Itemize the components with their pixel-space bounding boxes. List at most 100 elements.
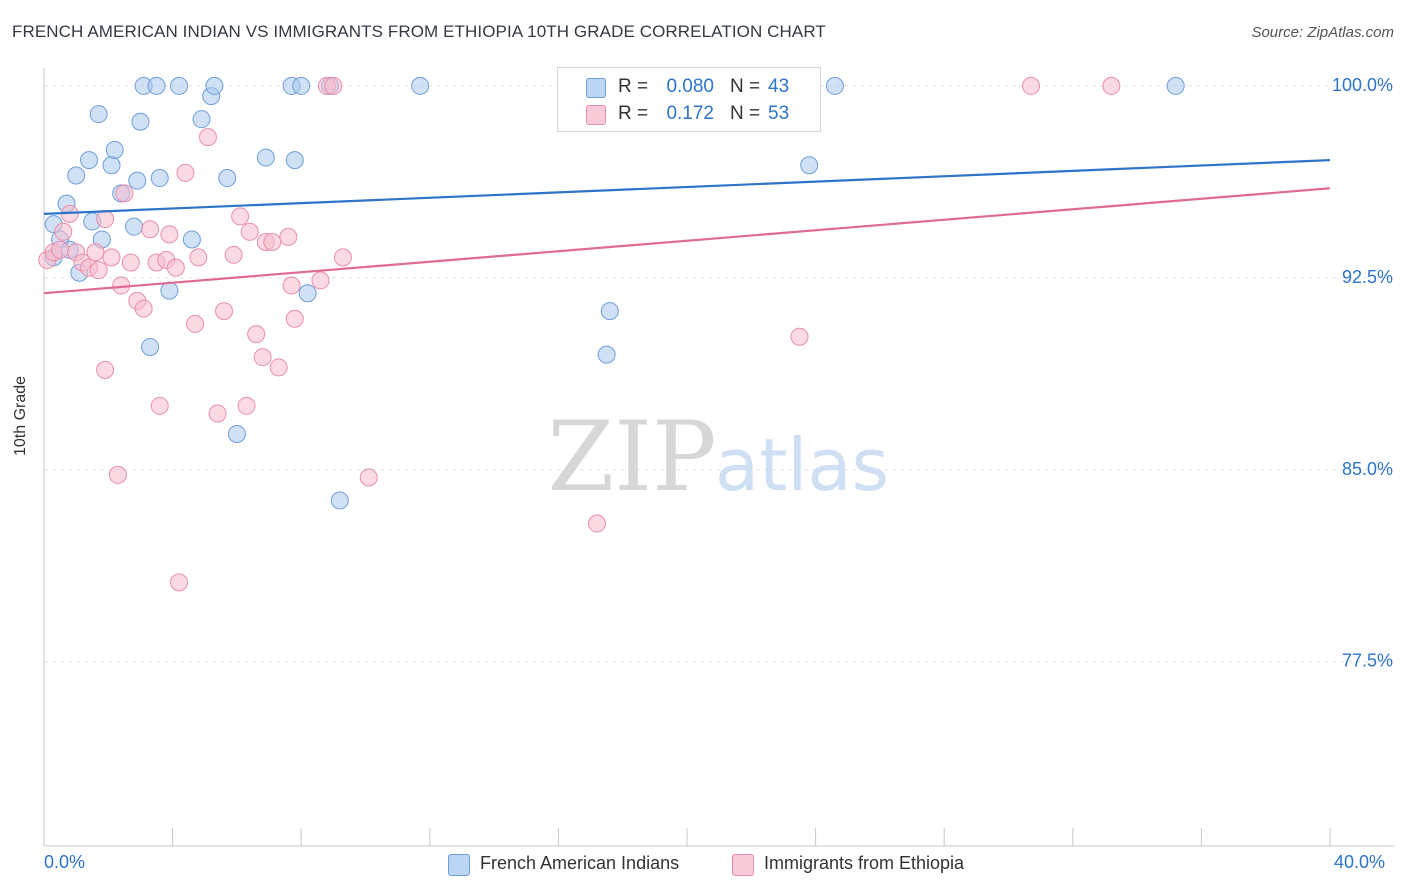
point-ethiopia [587, 514, 606, 533]
point-ethiopia [134, 299, 153, 318]
point-french [150, 169, 169, 188]
point-ethiopia [176, 163, 195, 182]
point-ethiopia [198, 128, 217, 147]
y-tick-label: 77.5% [1342, 651, 1393, 671]
point-ethiopia [89, 261, 108, 280]
legend-r-value-ethiopia: 0.172 [666, 103, 714, 124]
legend-n-label: N = [730, 76, 761, 97]
point-french [597, 345, 616, 364]
point-ethiopia [54, 222, 73, 241]
stats-legend: R = 0.080 N = 43 R = 0.172 N = 53 [557, 67, 821, 132]
point-french [800, 156, 819, 175]
point-ethiopia [150, 396, 169, 415]
point-ethiopia [115, 184, 134, 203]
point-french [411, 76, 430, 95]
point-french [80, 151, 99, 170]
point-ethiopia [1022, 76, 1041, 95]
x-ticks [43, 828, 1331, 846]
trend-lines [43, 159, 1331, 295]
y-axis-title: 10th Grade [12, 375, 29, 456]
point-french [600, 302, 619, 321]
point-french [89, 105, 108, 124]
point-french [227, 424, 246, 443]
point-ethiopia [1102, 76, 1121, 95]
point-ethiopia [359, 468, 378, 487]
point-ethiopia [263, 233, 282, 252]
legend-r-label: R = [618, 103, 649, 124]
point-ethiopia [166, 258, 185, 277]
legend-r-value-french: 0.080 [666, 76, 714, 97]
point-ethiopia [247, 325, 266, 344]
point-ethiopia [224, 245, 243, 264]
point-ethiopia [186, 314, 205, 333]
legend-row-ethiopia: R = 0.172 N = 53 [558, 101, 820, 127]
point-ethiopia [96, 209, 115, 228]
point-ethiopia [108, 465, 127, 484]
legend-n-value-french: 43 [768, 76, 790, 97]
point-ethiopia [324, 76, 343, 95]
point-french [330, 491, 349, 510]
point-ethiopia [86, 243, 105, 262]
point-french [218, 169, 237, 188]
point-ethiopia [102, 248, 121, 267]
point-ethiopia [160, 225, 179, 244]
series-label-ethiopia: Immigrants from Ethiopia [764, 853, 965, 873]
watermark-zip: ZIP [547, 401, 716, 513]
point-ethiopia [311, 271, 330, 290]
point-ethiopia [237, 396, 256, 415]
y-tick-label: 100.0% [1332, 75, 1393, 95]
point-french [256, 148, 275, 167]
scatter-points [38, 76, 1185, 592]
legend-n-label: N = [730, 103, 761, 124]
series-legend: French American Indians Immigrants from … [0, 852, 1406, 878]
point-ethiopia [790, 327, 809, 346]
point-french [141, 337, 160, 356]
legend-row-french: R = 0.080 N = 43 [558, 74, 820, 100]
point-ethiopia [253, 348, 272, 367]
point-ethiopia [285, 309, 304, 328]
grid-lines [44, 85, 1394, 663]
point-ethiopia [333, 248, 352, 267]
point-french [102, 156, 121, 175]
point-ethiopia [189, 248, 208, 267]
x-tick-label-max: 40.0% [1334, 852, 1386, 872]
point-ethiopia [279, 227, 298, 246]
point-french [825, 76, 844, 95]
point-french [131, 112, 150, 131]
point-french [205, 76, 224, 95]
axes [43, 68, 1394, 847]
legend-r-label: R = [618, 76, 649, 97]
point-ethiopia [51, 240, 70, 259]
point-ethiopia [282, 276, 301, 295]
point-french [298, 284, 317, 303]
chart-title: FRENCH AMERICAN INDIAN VS IMMIGRANTS FRO… [12, 22, 826, 41]
point-french [1166, 76, 1185, 95]
y-tick-label: 92.5% [1342, 267, 1393, 287]
legend-n-value-ethiopia: 53 [768, 103, 790, 124]
point-ethiopia [141, 220, 160, 239]
legend-swatch-ethiopia [586, 105, 606, 125]
point-french [67, 166, 86, 185]
watermark: ZIP atlas [547, 401, 889, 513]
point-french [128, 171, 147, 190]
point-ethiopia [269, 358, 288, 377]
series-label-french: French American Indians [480, 853, 680, 873]
point-french [147, 76, 166, 95]
y-tick-labels: 100.0% 92.5% 85.0% 77.5% [1332, 75, 1393, 671]
point-french [105, 140, 124, 159]
watermark-atlas: atlas [715, 423, 889, 507]
point-french [125, 217, 144, 236]
point-french [182, 230, 201, 249]
point-french [160, 281, 179, 300]
trend-line-french [43, 159, 1331, 215]
point-french [285, 151, 304, 170]
point-ethiopia [170, 573, 189, 592]
trend-line-ethiopia [43, 187, 1331, 295]
point-ethiopia [208, 404, 227, 423]
point-ethiopia [215, 302, 234, 321]
series-swatch-french [448, 854, 470, 876]
point-ethiopia [231, 207, 250, 226]
legend-swatch-french [586, 78, 606, 98]
series-swatch-ethiopia [732, 854, 754, 876]
